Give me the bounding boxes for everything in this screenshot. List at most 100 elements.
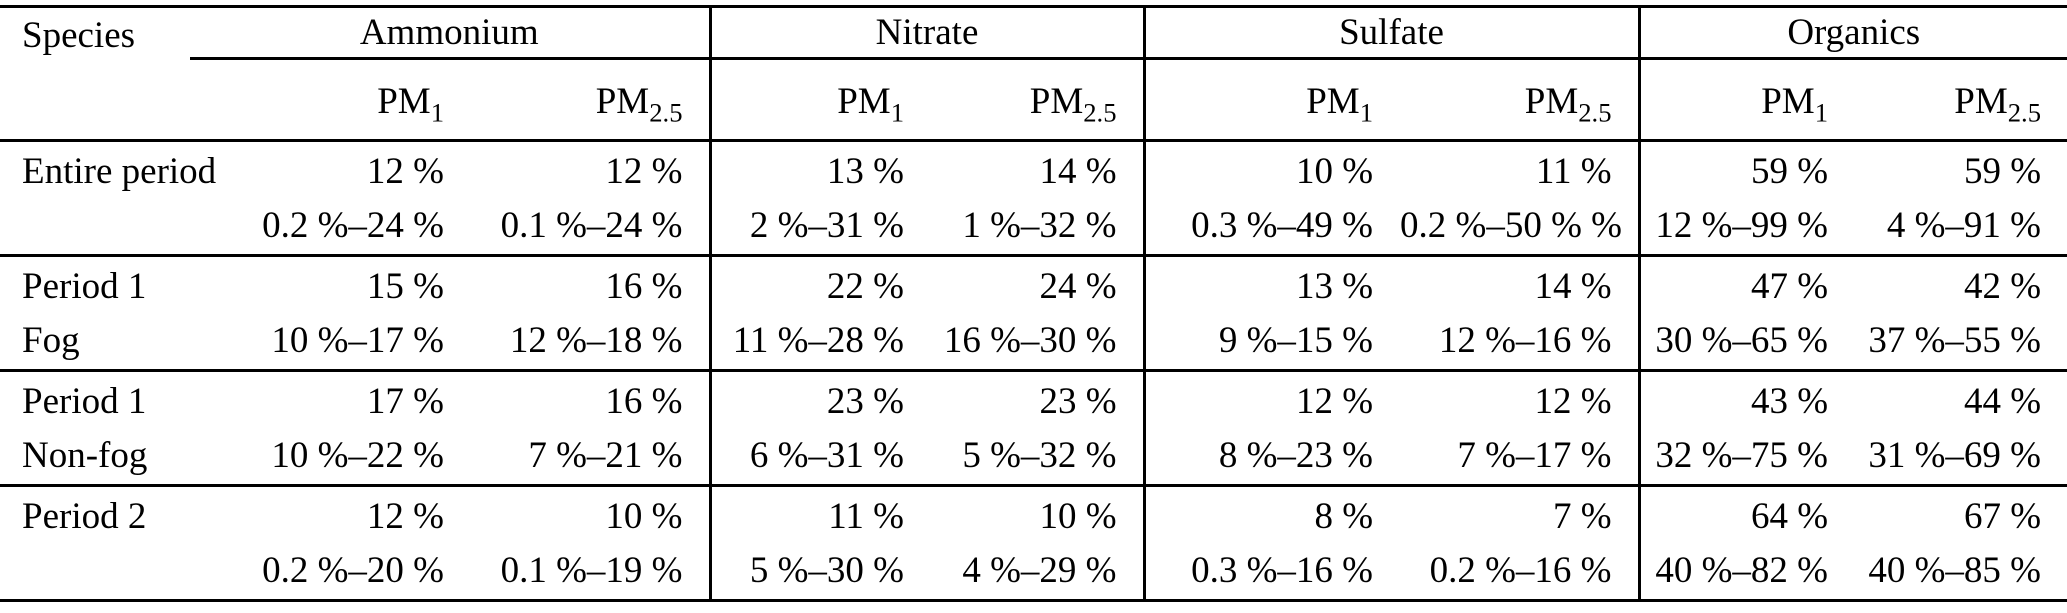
cell-organics-pm1: 59 % 12 %–99 %: [1637, 139, 1855, 256]
cell-value: 12 %: [1534, 381, 1612, 422]
cell-value: 12 %: [1295, 381, 1374, 422]
col-header-sulfate-pm25: PM2.5: [1399, 58, 1640, 142]
cell-range: 0.2 %–20 %: [262, 550, 444, 591]
cell-range: 0.3 %–16 %: [1191, 550, 1374, 591]
cell-range: 0.1 %–19 %: [500, 550, 683, 591]
cell-range: 9 %–15 %: [1218, 320, 1374, 361]
cell-organics-pm25: 42 % 37 %–55 %: [1854, 254, 2067, 371]
cell-range: 37 %–55 %: [1868, 320, 2042, 361]
cell-range: 7 %–21 %: [528, 435, 683, 476]
cell-organics-pm1: 47 % 30 %–65 %: [1637, 254, 1855, 371]
cell-nitrate-pm1: 11 % 5 %–30 %: [708, 484, 930, 601]
cell-sulfate-pm1: 8 % 0.3 %–16 %: [1142, 484, 1400, 601]
row-label: Period 2: [0, 484, 190, 601]
table-row-period2: Period 2 12 % 0.2 %–20 % 10 % 0.1 %–19 % 1…: [0, 484, 2067, 601]
cell-value: 23 %: [826, 381, 904, 422]
cell-range: 16 %–30 %: [943, 320, 1117, 361]
col-header-nitrate-pm25: PM2.5: [930, 58, 1145, 142]
cell-value: 59 %: [1750, 151, 1829, 192]
cell-value: 10 %: [1295, 151, 1374, 192]
cell-value: 11 %: [1535, 151, 1612, 192]
cell-range: 1 %–32 %: [962, 205, 1117, 246]
cell-value: 14 %: [1039, 151, 1117, 192]
cell-range: 5 %–32 %: [962, 435, 1117, 476]
cell-value: 43 %: [1750, 381, 1829, 422]
cell-ammonium-pm1: 12 % 0.2 %–24 %: [190, 139, 470, 256]
table-row-entire-period: Entire period 12 % 0.2 %–24 % 12 % 0.1 %–2…: [0, 139, 2067, 256]
cell-range: 32 %–75 %: [1655, 435, 1829, 476]
cell-ammonium-pm25: 10 % 0.1 %–19 %: [470, 484, 710, 601]
cell-range: 31 %–69 %: [1868, 435, 2042, 476]
table-row-period1-nonfog: Period 1 Non-fog 17 % 10 %–22 % 16 % 7 %–2…: [0, 369, 2067, 486]
col-header-organics-pm1: PM1: [1637, 58, 1855, 142]
col-header-ammonium-pm25: PM2.5: [470, 58, 710, 142]
cell-range: 0.2 %–16 %: [1429, 550, 1612, 591]
cell-value: 13 %: [826, 151, 904, 192]
cell-range: 0.2 %–50 % %: [1400, 205, 1622, 246]
cell-ammonium-pm25: 16 % 7 %–21 %: [470, 369, 710, 486]
cell-value: 59 %: [1963, 151, 2042, 192]
group-header-ammonium: Ammonium: [190, 6, 710, 60]
cell-range: 40 %–85 %: [1868, 550, 2042, 591]
pm-header-row: PM1 PM2.5 PM1 PM2.5 PM1 PM2.5 PM1 PM2.5: [0, 58, 2067, 142]
col-header-sulfate-pm1: PM1: [1142, 58, 1400, 142]
cell-value: 11 %: [828, 496, 904, 537]
cell-value: 7 %: [1552, 496, 1612, 537]
row-label: Period 1 Non-fog: [0, 369, 190, 486]
cell-range: 7 %–17 %: [1457, 435, 1612, 476]
cell-range: 6 %–31 %: [749, 435, 904, 476]
row-label: Period 1 Fog: [0, 254, 190, 371]
cell-nitrate-pm1: 23 % 6 %–31 %: [708, 369, 930, 486]
cell-range: 0.3 %–49 %: [1191, 205, 1374, 246]
cell-sulfate-pm25: 14 % 12 %–16 %: [1399, 254, 1640, 371]
cell-range: 0.2 %–24 %: [262, 205, 444, 246]
cell-organics-pm1: 64 % 40 %–82 %: [1637, 484, 1855, 601]
cell-nitrate-pm25: 23 % 5 %–32 %: [930, 369, 1145, 486]
cell-sulfate-pm25: 12 % 7 %–17 %: [1399, 369, 1640, 486]
cell-sulfate-pm25: 7 % 0.2 %–16 %: [1399, 484, 1640, 601]
cell-sulfate-pm25: 11 % 0.2 %–50 % %: [1399, 139, 1640, 256]
cell-value: 10 %: [1039, 496, 1117, 537]
cell-value: 12 %: [605, 151, 683, 192]
col-header-ammonium-pm1: PM1: [190, 58, 470, 142]
cell-value: 12 %: [366, 151, 444, 192]
cell-range: 30 %–65 %: [1655, 320, 1829, 361]
species-contribution-table: Species Ammonium Nitrate Sulfate Organic…: [0, 5, 2067, 602]
cell-value: 12 %: [366, 496, 444, 537]
cell-range: 4 %–91 %: [1886, 205, 2042, 246]
col-header-species: Species: [0, 6, 190, 142]
cell-value: 16 %: [605, 266, 683, 307]
cell-organics-pm1: 43 % 32 %–75 %: [1637, 369, 1855, 486]
cell-ammonium-pm1: 15 % 10 %–17 %: [190, 254, 470, 371]
cell-nitrate-pm1: 13 % 2 %–31 %: [708, 139, 930, 256]
col-header-organics-pm25: PM2.5: [1854, 58, 2067, 142]
cell-value: 17 %: [366, 381, 444, 422]
row-label: Entire period: [0, 139, 216, 256]
cell-organics-pm25: 67 % 40 %–85 %: [1854, 484, 2067, 601]
cell-value: 15 %: [366, 266, 444, 307]
cell-value: 64 %: [1750, 496, 1829, 537]
cell-range: 10 %–17 %: [271, 320, 444, 361]
cell-range: 12 %–18 %: [509, 320, 683, 361]
cell-range: 40 %–82 %: [1655, 550, 1829, 591]
group-header-sulfate: Sulfate: [1142, 6, 1640, 60]
cell-ammonium-pm25: 16 % 12 %–18 %: [470, 254, 710, 371]
cell-value: 22 %: [826, 266, 904, 307]
cell-sulfate-pm1: 12 % 8 %–23 %: [1142, 369, 1400, 486]
cell-sulfate-pm1: 13 % 9 %–15 %: [1142, 254, 1400, 371]
cell-range: 0.1 %–24 %: [500, 205, 683, 246]
group-header-nitrate: Nitrate: [708, 6, 1145, 60]
cell-value: 42 %: [1963, 266, 2042, 307]
cell-value: 67 %: [1963, 496, 2042, 537]
cell-range: 5 %–30 %: [749, 550, 904, 591]
cell-nitrate-pm25: 14 % 1 %–32 %: [930, 139, 1145, 256]
cell-value: 16 %: [605, 381, 683, 422]
cell-range: 11 %–28 %: [732, 320, 904, 361]
cell-ammonium-pm25: 12 % 0.1 %–24 %: [470, 139, 710, 256]
cell-value: 13 %: [1295, 266, 1374, 307]
cell-organics-pm25: 44 % 31 %–69 %: [1854, 369, 2067, 486]
col-header-nitrate-pm1: PM1: [708, 58, 930, 142]
cell-range: 12 %–99 %: [1655, 205, 1829, 246]
cell-value: 24 %: [1039, 266, 1117, 307]
cell-range: 10 %–22 %: [271, 435, 444, 476]
